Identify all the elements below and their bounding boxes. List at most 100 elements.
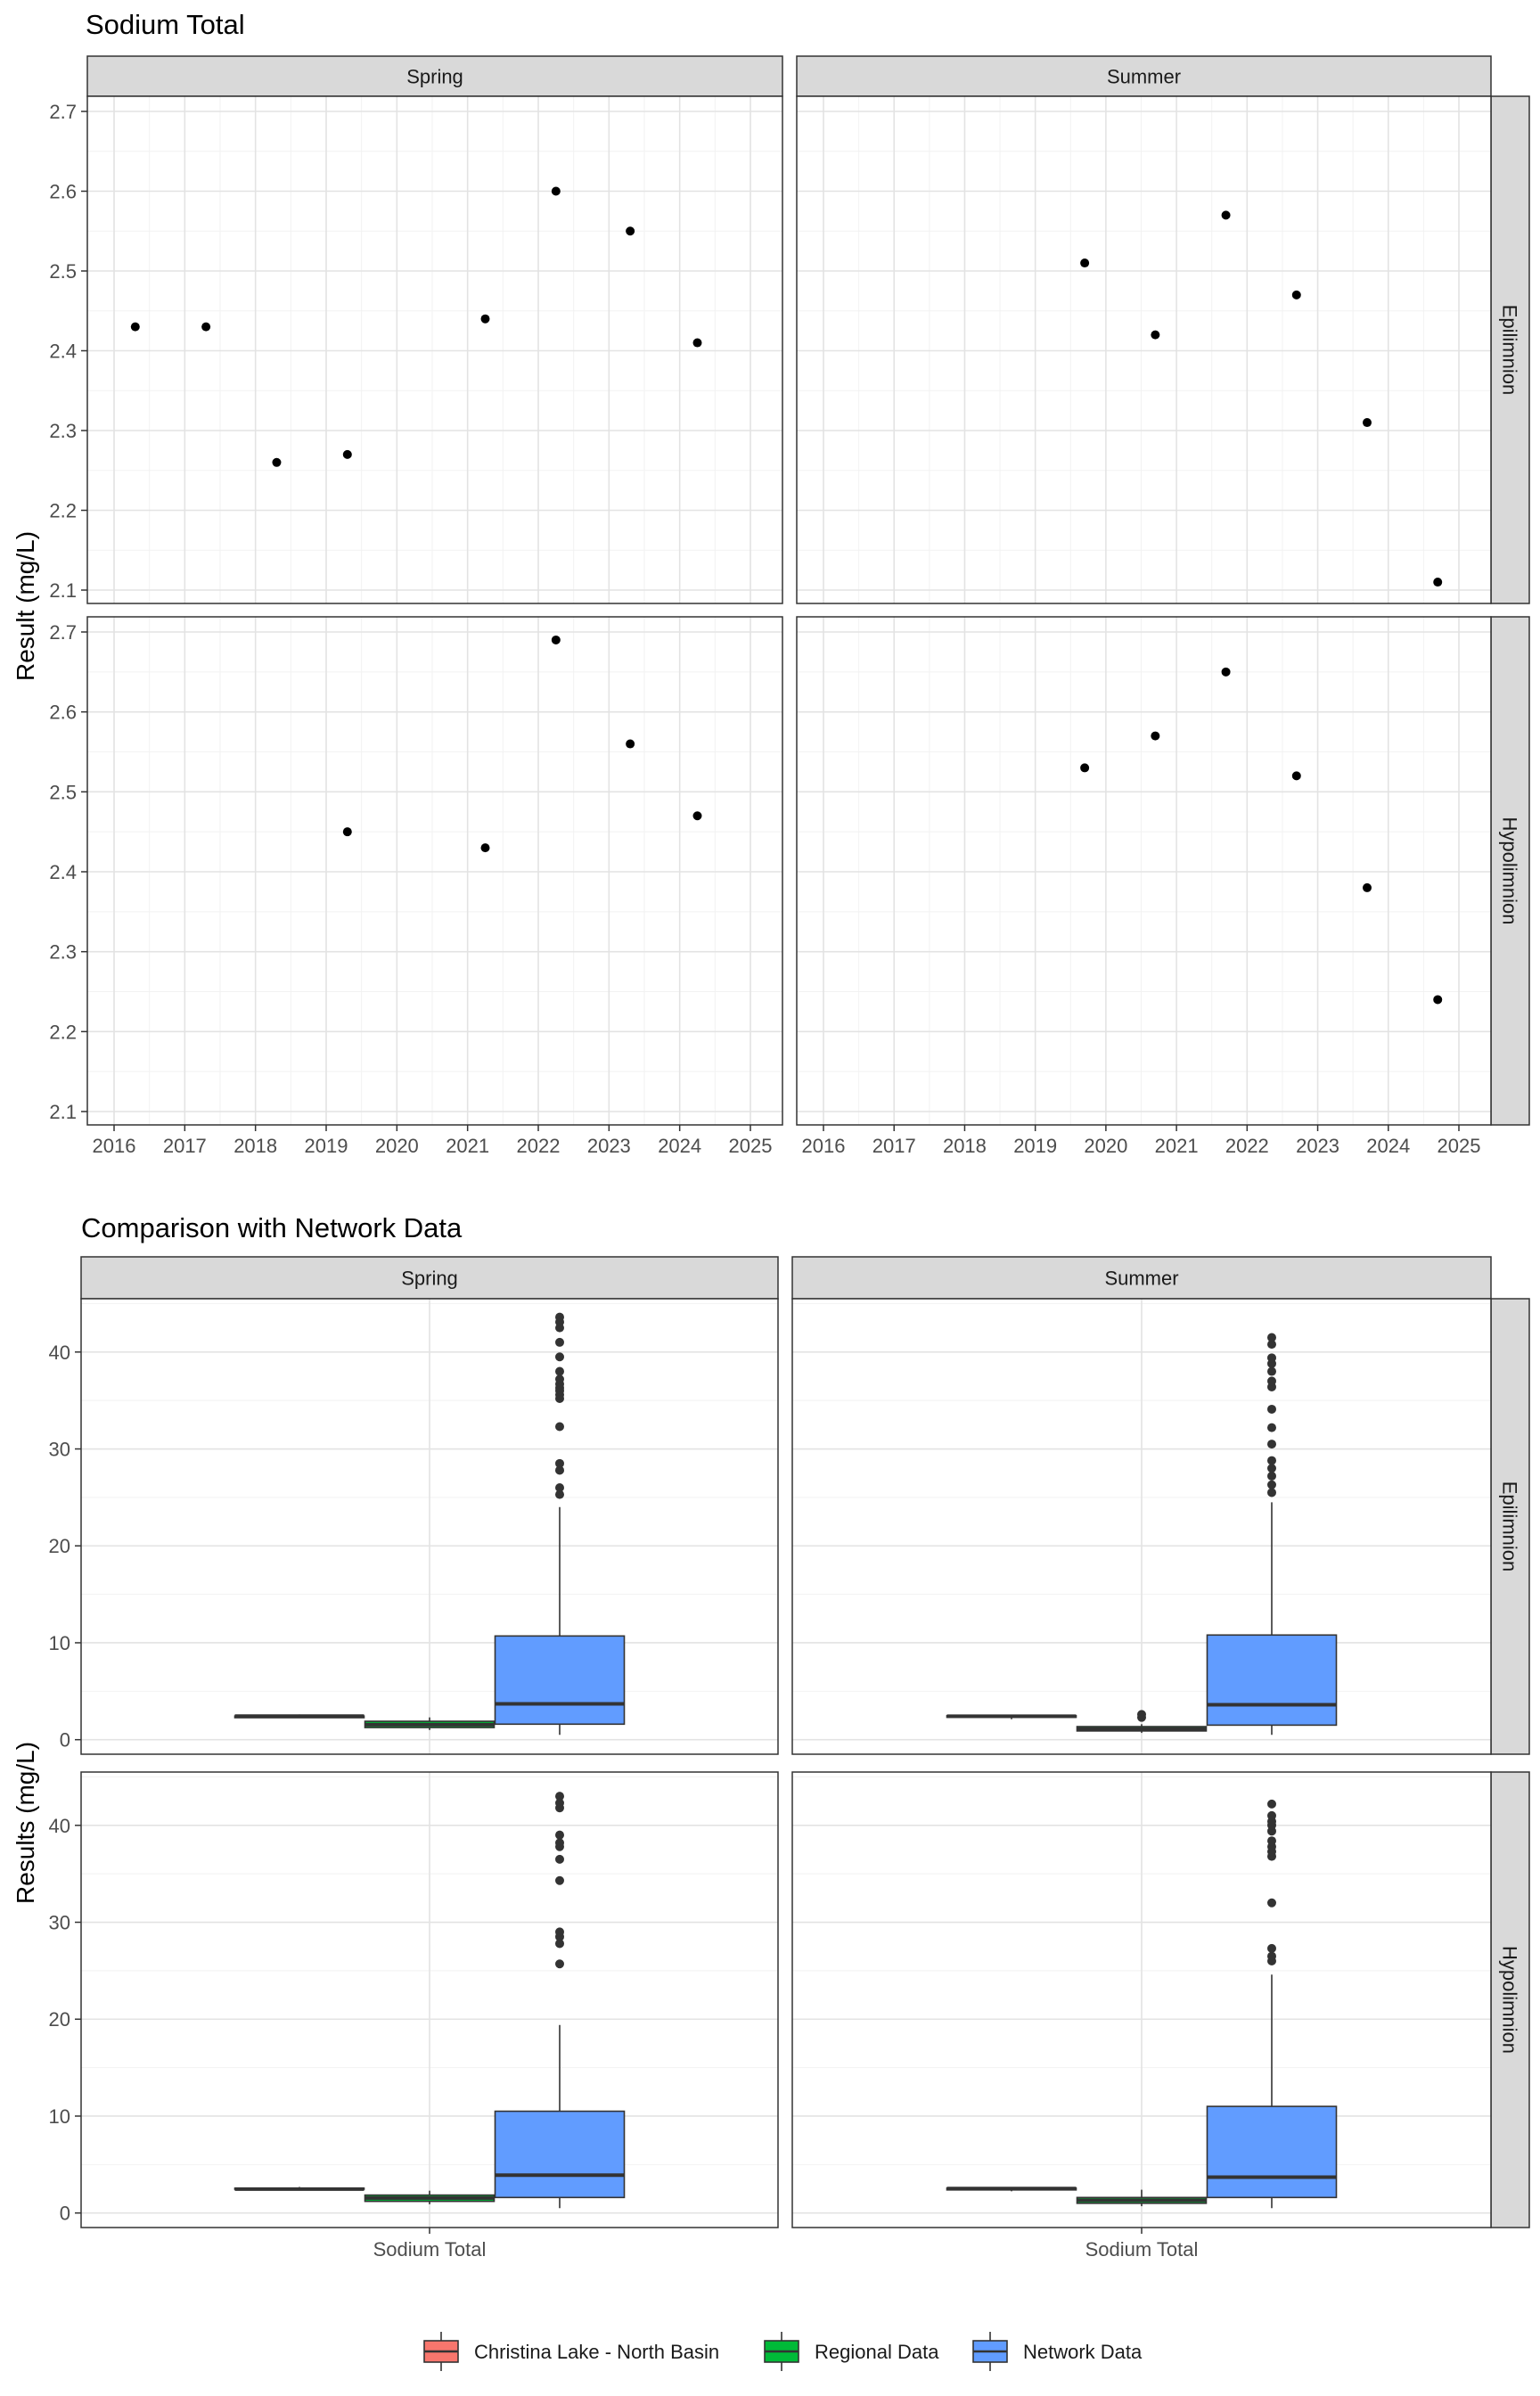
scatter-chart: Spring Summer Epilimnion Hypolimnion 2.1 2.2 2… xyxy=(49,55,1530,1157)
box-iqr xyxy=(494,1635,626,1726)
x-tick-label: 2023 xyxy=(1296,1135,1339,1157)
y-tick-label: 2.4 xyxy=(49,341,77,363)
data-point xyxy=(551,635,561,644)
box-outlier xyxy=(1267,1836,1276,1846)
panel-border xyxy=(796,616,1492,1126)
data-point xyxy=(480,843,490,853)
y-tick-label: 0 xyxy=(60,1729,70,1752)
facet-strip-label-hypolimnion: Hypolimnion xyxy=(1499,1946,1521,2054)
box-outlier xyxy=(1267,1464,1276,1473)
facet-strip-spring xyxy=(80,1256,779,1300)
box-outlier xyxy=(1267,1340,1276,1350)
box-chart: Spring Summer Epilimnion Hypolimnion 0 10 20 30… xyxy=(49,1256,1530,2261)
x-tick-label: 2023 xyxy=(587,1135,631,1157)
box-outlier xyxy=(555,1927,564,1937)
x-tick-label: 2022 xyxy=(1225,1135,1269,1157)
data-point xyxy=(1151,330,1160,340)
x-tick-label: 2024 xyxy=(658,1135,701,1157)
box-christina-lake-north-basin xyxy=(946,1714,1077,1719)
box-regional-data xyxy=(1076,2189,1208,2207)
data-point xyxy=(1221,667,1231,677)
facet-strip-hypolimnion xyxy=(1490,616,1530,1126)
box-outlier xyxy=(555,1465,564,1475)
data-point xyxy=(1291,771,1301,781)
panel-summer-epilimnion xyxy=(791,1298,1492,1755)
box-outlier xyxy=(1267,1480,1276,1489)
facet-strip-label-spring: Spring xyxy=(401,1268,458,1290)
legend-label: Network Data xyxy=(1023,2341,1143,2363)
x-tick-label: 2025 xyxy=(1438,1135,1481,1157)
x-tick-label: 2020 xyxy=(375,1135,419,1157)
y-tick-label: 2.2 xyxy=(49,1021,77,1043)
panel-border xyxy=(791,1298,1492,1755)
box-outlier xyxy=(1267,1471,1276,1481)
box-outlier xyxy=(555,1959,564,1969)
panel-spring-hypolimnion xyxy=(80,1771,779,2228)
y-tick-label: 2.1 xyxy=(49,1101,77,1123)
box-outlier xyxy=(555,1352,564,1362)
data-point xyxy=(1363,882,1372,892)
legend-item-christina-lake-north-basin: Christina Lake - North Basin xyxy=(423,2332,719,2371)
data-point xyxy=(342,449,352,459)
box-outlier xyxy=(1267,1810,1276,1820)
legend-label: Christina Lake - North Basin xyxy=(474,2341,719,2363)
box-outlier xyxy=(555,1830,564,1840)
y-tick-label: 10 xyxy=(49,2105,70,2128)
data-point xyxy=(626,226,635,236)
box-outlier xyxy=(1267,1376,1276,1386)
legend-item-network-data: Network Data xyxy=(972,2332,1143,2371)
box-outlier xyxy=(1267,1799,1276,1809)
x-tick-label: 2024 xyxy=(1366,1135,1410,1157)
box-outlier xyxy=(555,1312,564,1322)
box-outlier xyxy=(555,1422,564,1432)
box-iqr xyxy=(494,2110,626,2199)
data-point xyxy=(1433,995,1443,1005)
box-outlier xyxy=(555,1489,564,1499)
y-tick-label: 40 xyxy=(49,1815,70,1837)
y-tick-label: 40 xyxy=(49,1342,70,1364)
box-outlier xyxy=(555,1792,564,1801)
box-outlier xyxy=(1137,1710,1146,1719)
panel-border xyxy=(86,616,783,1126)
box-christina-lake-north-basin xyxy=(233,2187,365,2191)
x-tick-label: Sodium Total xyxy=(1085,2238,1199,2261)
y-tick-label: 2.6 xyxy=(49,181,77,203)
y-tick-label: 20 xyxy=(49,1535,70,1557)
facet-strip-summer xyxy=(791,1256,1492,1300)
data-point xyxy=(1080,763,1090,773)
data-point xyxy=(626,739,635,749)
y-tick-label: 2.5 xyxy=(49,781,77,803)
x-tick-label: 2018 xyxy=(233,1135,277,1157)
x-tick-label: 2021 xyxy=(1155,1135,1199,1157)
data-point xyxy=(692,338,702,348)
y-tick-label: 2.2 xyxy=(49,500,77,522)
panel-background xyxy=(87,617,782,1125)
panel-spring-epilimnion xyxy=(86,95,783,604)
box-iqr xyxy=(1206,2105,1338,2199)
panel-background xyxy=(797,96,1491,603)
box-outlier xyxy=(555,1458,564,1468)
box-network-data xyxy=(494,1792,626,2209)
panel-spring-hypolimnion xyxy=(86,616,783,1126)
panel-background xyxy=(87,96,782,603)
box-outlier xyxy=(555,1939,564,1949)
data-point xyxy=(201,322,211,332)
data-point xyxy=(1221,210,1231,220)
box-y-axis-label: Results (mg/L) xyxy=(12,1742,39,1904)
data-point xyxy=(480,314,490,324)
scatter-chart-title: Sodium Total xyxy=(86,9,245,40)
box-outlier xyxy=(555,1374,564,1384)
box-outlier xyxy=(1267,1353,1276,1363)
box-outlier xyxy=(555,1854,564,1864)
y-tick-label: 0 xyxy=(60,2203,70,2225)
x-tick-label: 2021 xyxy=(446,1135,489,1157)
x-tick-label: 2017 xyxy=(163,1135,207,1157)
box-iqr xyxy=(1206,1634,1338,1727)
box-christina-lake-north-basin xyxy=(233,1714,365,1719)
legend-item-regional-data: Regional Data xyxy=(764,2332,939,2371)
data-point xyxy=(1080,258,1090,268)
box-outlier xyxy=(1267,1943,1276,1953)
y-tick-label: 2.6 xyxy=(49,702,77,724)
y-tick-label: 10 xyxy=(49,1632,70,1654)
